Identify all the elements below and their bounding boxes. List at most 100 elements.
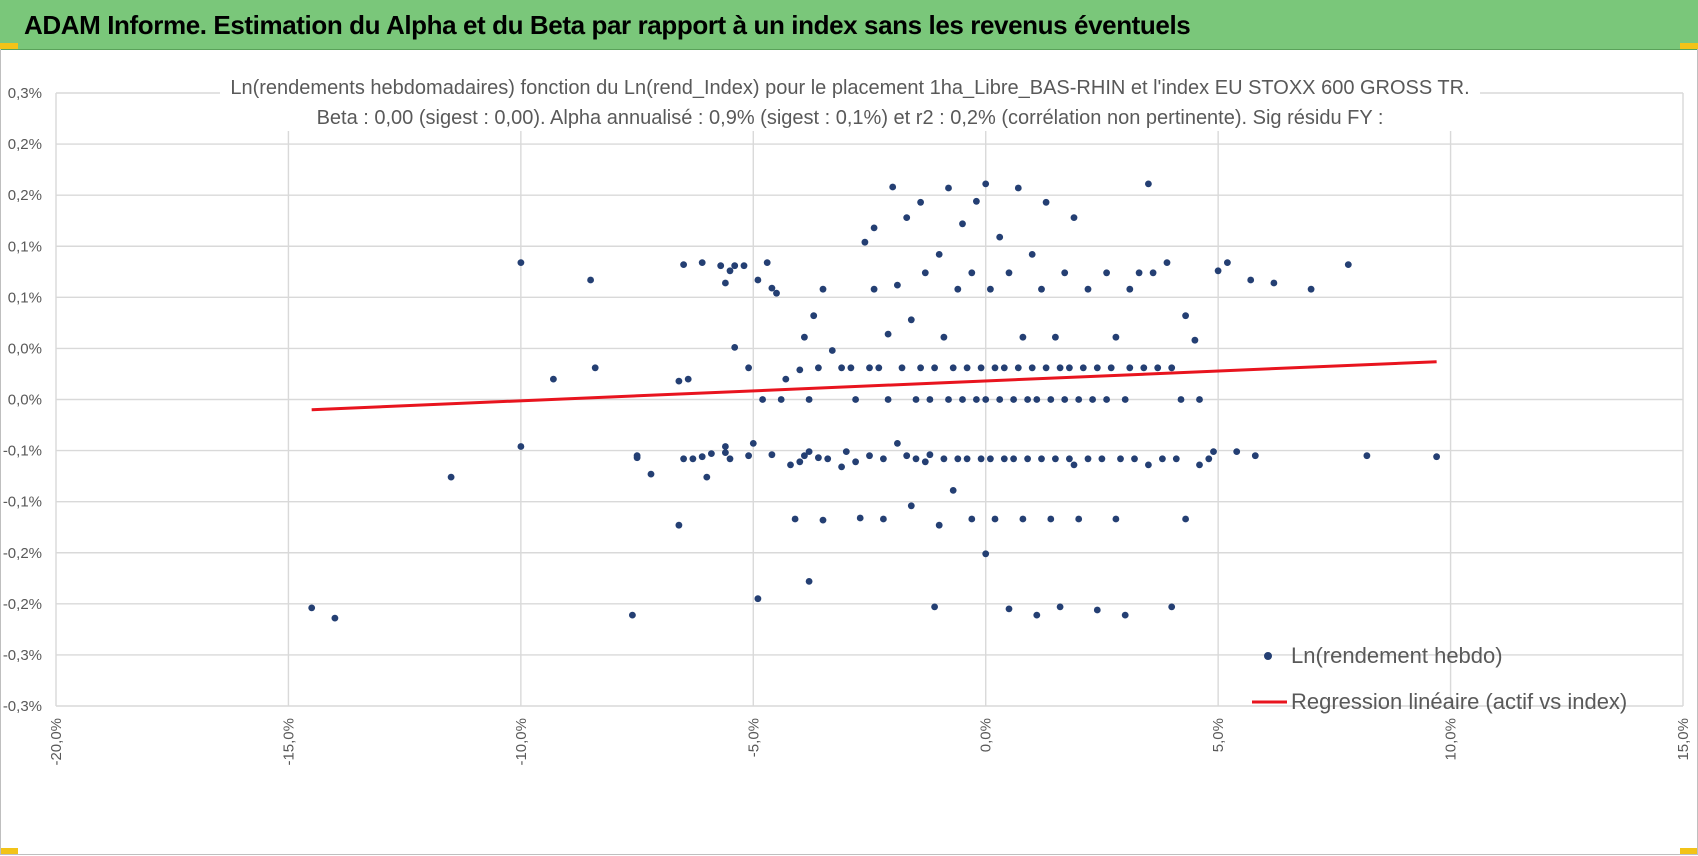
- data-point: [1210, 448, 1217, 455]
- data-point: [1117, 455, 1124, 463]
- data-point: [880, 515, 887, 523]
- data-point: [1103, 396, 1110, 403]
- data-point: [1066, 455, 1073, 463]
- data-point: [1159, 455, 1166, 463]
- x-tick-label: 5,0%: [1210, 718, 1227, 752]
- data-point: [949, 364, 957, 372]
- data-point: [1093, 364, 1101, 372]
- data-point: [987, 285, 994, 293]
- data-point: [996, 396, 1004, 403]
- data-point: [987, 455, 994, 463]
- data-point: [1010, 396, 1017, 403]
- data-point: [698, 259, 706, 266]
- data-point: [894, 281, 901, 289]
- data-point: [1005, 269, 1013, 277]
- data-point: [1182, 515, 1189, 523]
- regression-layer: [311, 360, 1437, 412]
- y-axis-ticks: 0,3% 0,2% 0,2% 0,1% 0,1% 0,0% 0,0% -0,1% -0,1% -0…: [3, 85, 42, 715]
- data-point: [940, 455, 948, 463]
- data-point: [1131, 455, 1138, 463]
- data-point: [796, 366, 804, 374]
- y-tick-label: 0,0%: [8, 340, 42, 357]
- data-point: [763, 259, 771, 266]
- data-point: [726, 455, 734, 463]
- scatter-chart: 0,3% 0,2% 0,2% 0,1% 0,1% 0,0% 0,0% -0,1% -0,1% -0…: [3, 71, 1692, 766]
- data-point: [782, 375, 790, 383]
- data-point: [1093, 606, 1101, 614]
- data-point: [1070, 461, 1078, 469]
- data-point: [1019, 515, 1027, 523]
- data-point: [1154, 364, 1162, 372]
- y-tick-label: 0,2%: [8, 136, 42, 153]
- data-point: [1214, 267, 1222, 275]
- data-point: [996, 233, 1004, 241]
- data-point: [1168, 364, 1176, 372]
- data-point: [1014, 184, 1022, 192]
- gridlines: [55, 92, 1684, 707]
- data-point: [768, 451, 776, 459]
- data-point: [1056, 364, 1064, 372]
- data-point: [754, 276, 762, 284]
- accent-corner-bottom-right: [1680, 848, 1698, 854]
- chart-title: Ln(rendements hebdomadaires) fonction du…: [230, 77, 1469, 99]
- data-point: [773, 289, 780, 297]
- data-point: [517, 443, 525, 450]
- data-point: [959, 220, 966, 228]
- title-banner: ADAM Informe. Estimation du Alpha et du …: [0, 0, 1698, 50]
- data-point: [1363, 452, 1371, 460]
- data-point: [1038, 285, 1045, 293]
- data-point: [1233, 448, 1241, 455]
- data-point: [308, 604, 316, 612]
- data-point: [842, 448, 850, 455]
- data-point: [977, 455, 985, 463]
- data-point: [1061, 396, 1069, 403]
- data-point: [866, 364, 873, 372]
- data-point: [331, 614, 339, 622]
- data-point: [1084, 455, 1092, 463]
- y-tick-label: 0,1%: [8, 289, 42, 306]
- data-point: [675, 377, 683, 385]
- y-tick-label: 0,2%: [8, 187, 42, 204]
- data-point: [977, 364, 985, 372]
- data-point: [1145, 180, 1152, 188]
- data-point: [903, 214, 911, 222]
- data-point: [815, 364, 822, 372]
- data-point: [1066, 364, 1073, 372]
- data-points: [308, 180, 1440, 622]
- data-point: [1196, 461, 1203, 469]
- y-tick-label: -0,1%: [3, 494, 42, 511]
- data-point: [726, 267, 734, 275]
- data-point: [954, 455, 962, 463]
- data-point: [1103, 269, 1110, 277]
- data-point: [973, 396, 980, 403]
- data-point: [982, 550, 990, 558]
- data-point: [991, 364, 999, 372]
- data-point: [1042, 198, 1050, 206]
- legend-point-marker: [1264, 652, 1272, 660]
- data-point: [963, 455, 971, 463]
- accent-corner-top-left: [0, 43, 18, 49]
- data-point: [1061, 269, 1069, 277]
- data-point: [991, 515, 999, 523]
- data-point: [689, 455, 697, 463]
- y-tick-label: 0,0%: [8, 392, 42, 409]
- x-tick-label: -10,0%: [513, 718, 530, 766]
- data-point: [1028, 364, 1036, 372]
- data-point: [884, 330, 892, 338]
- y-tick-label: -0,2%: [3, 596, 42, 613]
- data-point: [912, 455, 920, 463]
- data-point: [1121, 611, 1129, 619]
- y-tick-label: -0,3%: [3, 647, 42, 664]
- data-point: [810, 312, 818, 320]
- data-point: [982, 396, 990, 403]
- data-point: [866, 452, 873, 460]
- data-point: [1112, 333, 1120, 341]
- chart-subtitle: Beta : 0,00 (sigest : 0,00). Alpha annua…: [317, 107, 1384, 129]
- data-point: [1140, 364, 1148, 372]
- data-point: [805, 578, 813, 585]
- data-point: [647, 470, 655, 478]
- data-point: [1205, 455, 1213, 463]
- data-point: [1163, 259, 1171, 266]
- data-point: [1135, 269, 1143, 277]
- data-point: [917, 198, 924, 206]
